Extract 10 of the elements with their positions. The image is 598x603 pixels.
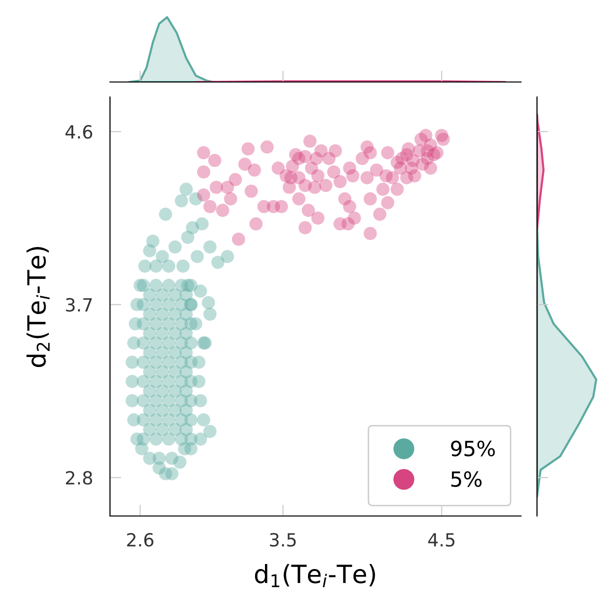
- y-tick-label: 2.8: [66, 471, 92, 485]
- x-axis-title: d$_{1}$(Te$_{i}$-Te): [255, 564, 376, 588]
- y-tick-label: 4.6: [66, 125, 92, 139]
- y-axis-title: d$_{2}$(Te$_{i}$-Te): [26, 246, 50, 367]
- y-tick-label: 3.7: [66, 298, 92, 312]
- legend-label: 5%: [451, 471, 482, 487]
- x-tick-label: 4.5: [428, 533, 454, 547]
- legend-label: 95%: [451, 440, 495, 456]
- x-tick-label: 2.6: [127, 532, 154, 547]
- x-tick-label: 3.5: [270, 532, 296, 547]
